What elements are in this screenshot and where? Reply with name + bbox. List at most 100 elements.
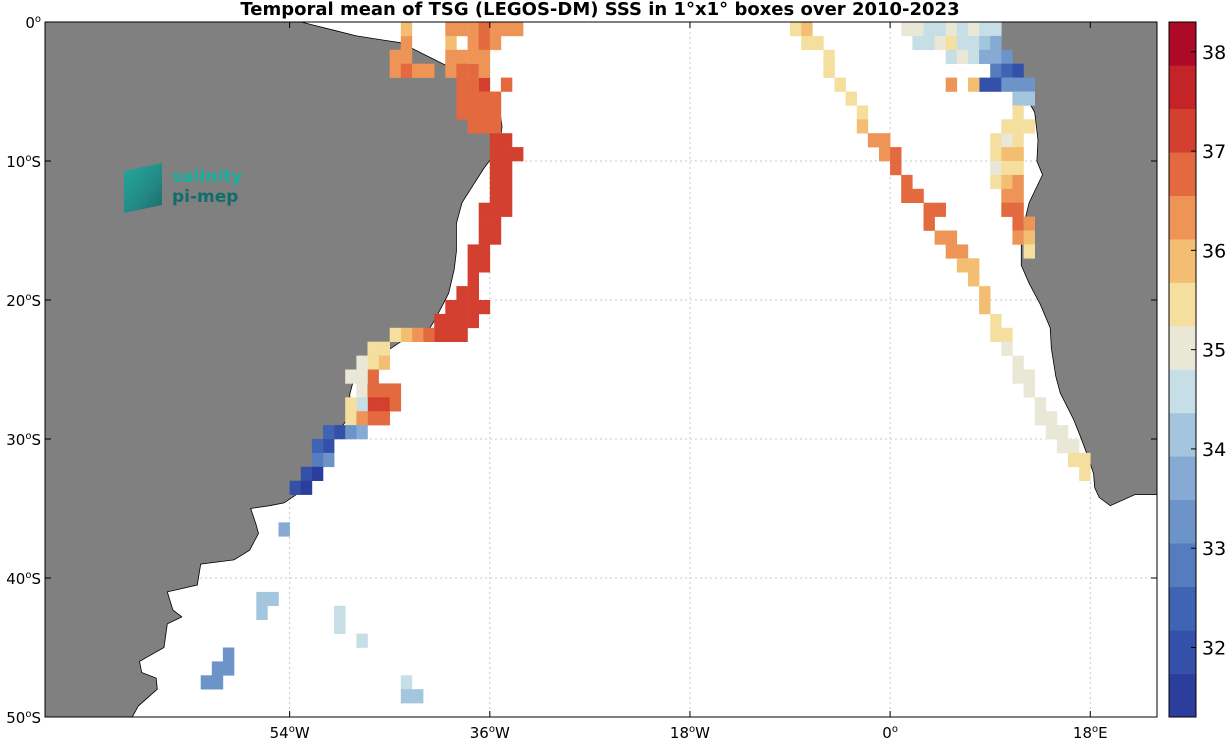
y-tick-label: 30oS (6, 431, 41, 449)
sss-box (456, 49, 468, 64)
sss-box (400, 689, 413, 704)
colorbar-segment (1169, 412, 1196, 457)
sss-box (823, 49, 835, 64)
sss-box (901, 188, 913, 203)
sss-box (467, 258, 479, 273)
sss-box (956, 35, 969, 51)
colorbar-segment (1169, 152, 1196, 196)
sss-box (1023, 383, 1035, 398)
sss-box (945, 244, 958, 259)
sss-box (412, 63, 424, 78)
sss-box (1012, 355, 1024, 370)
sss-box (489, 216, 502, 231)
sss-box (489, 188, 502, 203)
sss-box (456, 91, 468, 106)
sss-box (356, 397, 368, 412)
sss-box (300, 466, 313, 481)
sss-box (367, 369, 379, 384)
sss-box (489, 105, 502, 120)
colorbar-segment (1169, 195, 1196, 240)
sss-box (990, 327, 1002, 342)
sss-box (901, 22, 913, 37)
sss-box (489, 91, 502, 106)
colorbar-segment (1169, 499, 1196, 544)
sss-box (467, 77, 479, 92)
sss-box (356, 369, 368, 384)
sss-box (456, 313, 468, 329)
sss-box (1023, 244, 1035, 259)
sss-box (445, 22, 457, 37)
sss-box (467, 63, 479, 78)
sss-box (834, 77, 846, 92)
colorbar-segment (1169, 239, 1196, 283)
colorbar-frame (1168, 21, 1197, 718)
salinity-pi-mep-logo: salinity pi-mep (120, 162, 260, 215)
sss-box (1012, 230, 1024, 245)
sss-box (1001, 147, 1013, 162)
sss-box (456, 300, 468, 315)
sss-box (990, 49, 1002, 64)
sss-box (278, 522, 290, 537)
sss-box (489, 174, 502, 190)
sss-box (478, 258, 491, 273)
sss-box (934, 35, 946, 51)
sss-box (1001, 161, 1013, 176)
sss-box (1023, 369, 1035, 384)
sss-box (968, 77, 980, 92)
x-tick-label: 18oE (1073, 724, 1108, 740)
colorbar-segment (1169, 108, 1196, 153)
sss-box (1001, 63, 1013, 78)
sss-box (445, 327, 457, 342)
sss-box (389, 49, 402, 64)
sss-box (1012, 133, 1024, 148)
sss-box (467, 244, 479, 259)
sss-box (1012, 174, 1024, 190)
sss-box (378, 411, 390, 426)
sss-boxes (200, 22, 1091, 704)
sss-box (979, 77, 991, 92)
sss-box (323, 452, 335, 468)
logo-cube-icon (124, 162, 162, 214)
colorbar-segment (1169, 630, 1196, 674)
sss-box (934, 202, 946, 217)
sss-box (968, 22, 980, 37)
sss-box (990, 133, 1002, 148)
sss-box (990, 63, 1002, 78)
sss-box (400, 22, 413, 37)
y-tick-label: 20oS (6, 292, 41, 310)
sss-box (956, 22, 969, 37)
sss-box (467, 313, 479, 329)
sss-box (456, 286, 468, 301)
sss-box (968, 49, 980, 64)
sss-box (1045, 411, 1058, 426)
sss-box (979, 22, 991, 37)
sss-box (478, 230, 491, 245)
sss-box (512, 22, 524, 37)
sss-box (467, 286, 479, 301)
sss-box (334, 605, 346, 620)
sss-box (1001, 119, 1013, 134)
sss-box (478, 300, 491, 315)
sss-box (356, 411, 368, 426)
sss-box (845, 91, 857, 106)
sss-box (356, 425, 368, 440)
sss-box (1012, 369, 1024, 384)
y-tick-label: 10oS (6, 153, 41, 171)
colorbar-segment (1169, 22, 1196, 66)
colorbar-tick-label: 38 (1202, 42, 1226, 64)
logo-text-pi-mep: pi-mep (172, 187, 239, 207)
sss-box (445, 300, 457, 315)
sss-box (1001, 174, 1013, 190)
sss-box (467, 91, 479, 106)
sss-box (467, 272, 479, 287)
sss-box (1079, 452, 1091, 468)
sss-box (1034, 411, 1047, 426)
sss-box (1023, 230, 1035, 245)
sss-box (489, 119, 502, 134)
sss-box (367, 383, 379, 398)
sss-box (1045, 425, 1058, 440)
sss-box (500, 147, 513, 162)
sss-box (1012, 188, 1024, 203)
colorbar-segment (1169, 673, 1196, 718)
sss-box (990, 22, 1002, 37)
